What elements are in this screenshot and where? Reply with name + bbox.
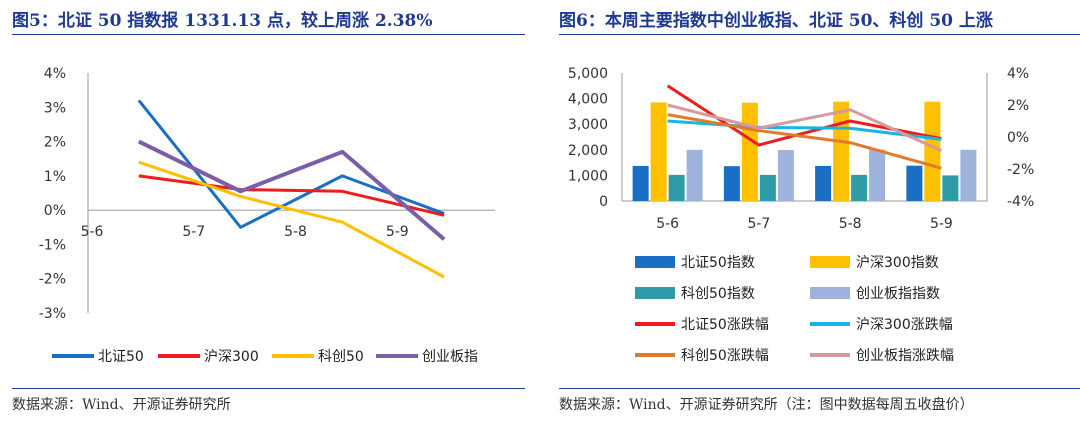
legend-swatch [635,287,675,299]
bar [741,102,758,201]
x-tick-label: 5-7 [182,224,205,240]
bar [777,150,794,201]
legend-label: 科创50 [318,349,364,365]
legend-label: 沪深300指数 [856,255,939,271]
bar [942,175,959,201]
bar [960,149,977,201]
figure6-title: 图6：本周主要指数中创业板指、北证 50、科创 50 上涨 [559,11,993,31]
bar [723,166,740,201]
bar [686,149,703,201]
legend-label: 创业板指涨跌幅 [856,348,954,364]
bar [650,102,667,201]
y-tick-label: 1% [44,169,66,185]
y-tick-label: 4% [44,66,66,82]
figure6-source: 数据来源：Wind、开源证券研究所（注：图中数据每周五收盘价） [559,397,974,413]
legend-label: 创业板指指数 [856,286,940,302]
y-tick-label: -2% [39,272,66,288]
figure5-panel: 图5：北证 50 指数报 1331.13 点，较上周涨 2.38% 4% 3% 2%… [0,0,525,425]
y-tick-label: -3% [39,306,66,322]
series-line [667,103,942,152]
y-tick-label: 3% [44,100,66,116]
right-tick-label: 0% [1007,130,1029,146]
bar [851,174,868,201]
bar [906,165,923,201]
figure5-source-rule [12,388,525,389]
x-tick-label: 5-6 [656,216,679,232]
figure6-source-rule [559,388,1080,389]
series-line [667,113,942,170]
series-line [137,139,446,241]
bar [924,101,941,201]
series-line [667,119,942,141]
left-tick-label: 0 [599,194,608,210]
legend-label: 科创50涨跌幅 [681,348,769,364]
left-tick-label: 5,000 [568,66,608,82]
legend-label: 科创50指数 [681,286,755,302]
figure5-source: 数据来源：Wind、开源证券研究所 [12,397,231,413]
bar [759,174,776,201]
legend-swatch [810,256,850,268]
figure5-title: 图5：北证 50 指数报 1331.13 点，较上周涨 2.38% [12,11,433,31]
legend-label: 北证50 [98,349,144,365]
right-tick-label: -2% [1007,162,1034,178]
series-line [138,160,445,279]
bar [869,149,886,201]
right-tick-label: 2% [1007,98,1029,114]
legend-label: 沪深300 [204,349,259,365]
x-tick-label: 5-8 [839,216,862,232]
right-tick-label: 4% [1007,66,1029,82]
y-tick-label: 2% [44,135,66,151]
right-tick-label: -4% [1007,194,1034,210]
left-tick-label: 1,000 [568,168,608,184]
left-tick-label: 2,000 [568,143,608,159]
bar [668,174,685,201]
legend-label: 北证50指数 [681,255,755,271]
figure6-panel: 图6：本周主要指数中创业板指、北证 50、科创 50 上涨 5,000 4,000… [547,0,1080,425]
legend-swatch [635,256,675,268]
x-tick-label: 5-9 [386,224,409,240]
x-tick-label: 5-9 [930,216,953,232]
left-tick-label: 3,000 [568,117,608,133]
x-tick-label: 5-6 [81,224,104,240]
legend-swatch [810,287,850,299]
figure5-title-rule [12,34,525,35]
legend-label: 北证50涨跌幅 [681,317,769,333]
bar [632,165,649,201]
series-line [138,174,445,217]
bar [833,101,850,201]
legend-label: 沪深300涨跌幅 [856,317,953,333]
left-tick-label: 4,000 [568,92,608,108]
bar [815,165,832,201]
legend-label: 创业板指 [422,349,478,365]
y-tick-label: 0% [44,203,66,219]
x-tick-label: 5-7 [747,216,770,232]
figure6-title-rule [559,34,1080,35]
y-tick-label: -1% [39,237,66,253]
figure6-combo-chart: 5,000 4,000 3,000 2,000 1,000 0 4% 2% 0% -2% -4% 5-… [568,66,1034,364]
x-tick-label: 5-8 [284,224,307,240]
figure5-line-chart: 4% 3% 2% 1% 0% -1% -2% -3% 5-6 5-7 5-8 5-9 北证50 沪深300… [39,66,495,365]
